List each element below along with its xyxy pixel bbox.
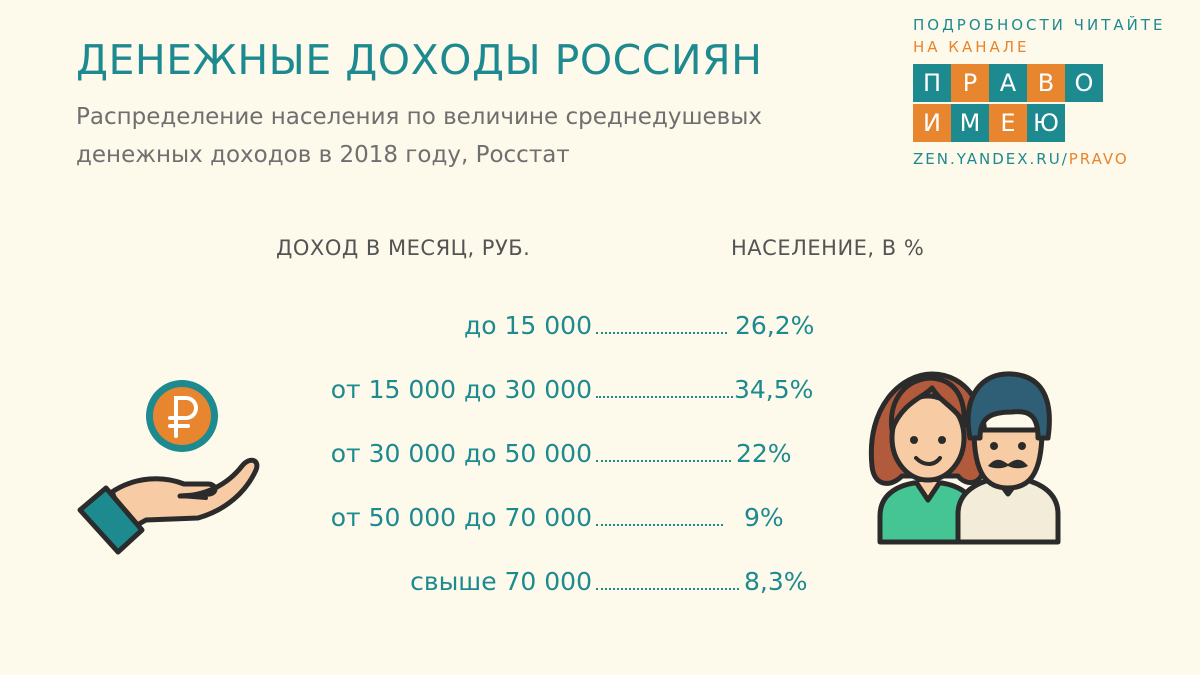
table-row: до 15 000 26,2% — [240, 306, 840, 346]
channel-url-path: PRAVO — [1068, 150, 1129, 168]
logo-row-2: И М Е Ю — [913, 104, 1193, 142]
dotted-leader — [596, 332, 727, 334]
dotted-leader — [596, 588, 739, 590]
population-share-value: 9% — [744, 503, 784, 532]
income-range-label: от 15 000 до 30 000 — [330, 375, 592, 404]
dotted-leader — [596, 524, 723, 526]
table-row: от 15 000 до 30 000 34,5% — [240, 370, 840, 410]
table-row: свыше 70 000 8,3% — [240, 562, 840, 602]
logo-tile: Е — [989, 104, 1027, 142]
channel-link[interactable]: ZEN.YANDEX.RU/PRAVO — [913, 150, 1193, 168]
population-column-header: НАСЕЛЕНИЕ, В % — [731, 236, 925, 260]
logo-row-1: П Р А В О — [913, 64, 1193, 102]
logo-tile: М — [951, 104, 989, 142]
income-range-label: от 50 000 до 70 000 — [330, 503, 592, 532]
brand-line-1: ПОДРОБНОСТИ ЧИТАЙТЕ — [913, 16, 1166, 34]
logo-tile: Ю — [1027, 104, 1065, 142]
dotted-leader — [596, 460, 731, 462]
population-share-value: 8,3% — [744, 567, 808, 596]
people-couple-icon — [862, 366, 1072, 550]
logo-tile: А — [989, 64, 1027, 102]
hand-with-ruble-coin-icon — [76, 380, 266, 564]
brand-logo: П Р А В О И М Е Ю — [913, 64, 1193, 142]
income-range-label: до 15 000 — [463, 311, 592, 340]
logo-tile: И — [913, 104, 951, 142]
brand-line-2: НА КАНАЛЕ — [913, 38, 1030, 56]
income-range-label: свыше 70 000 — [410, 567, 592, 596]
logo-tile: В — [1027, 64, 1065, 102]
income-range-label: от 30 000 до 50 000 — [330, 439, 592, 468]
income-column-header: ДОХОД В МЕСЯЦ, РУБ. — [276, 236, 531, 260]
population-share-value: 26,2% — [735, 311, 815, 340]
table-row: от 30 000 до 50 000 22% — [240, 434, 840, 474]
table-row: от 50 000 до 70 000 9% — [240, 498, 840, 538]
page-subtitle: Распределение населения по величине сред… — [76, 104, 762, 168]
logo-tile: П — [913, 64, 951, 102]
brand-block[interactable]: ПОДРОБНОСТИ ЧИТАЙТЕ НА КАНАЛЕ П Р А В О … — [913, 14, 1193, 168]
channel-url-host: ZEN.YANDEX.RU/ — [913, 150, 1069, 168]
dotted-leader — [596, 396, 733, 398]
logo-tile: О — [1065, 64, 1103, 102]
population-share-value: 34,5% — [734, 375, 814, 404]
page-title: ДЕНЕЖНЫЕ ДОХОДЫ РОССИЯН — [76, 36, 763, 84]
population-share-value: 22% — [736, 439, 792, 468]
logo-tile: Р — [951, 64, 989, 102]
